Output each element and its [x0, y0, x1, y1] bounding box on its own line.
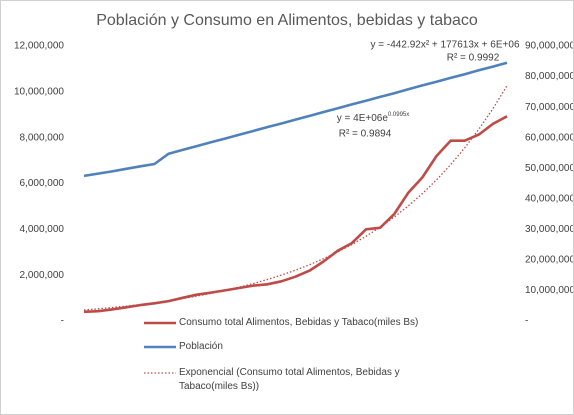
y2-tick-label: 80,000,000 [525, 71, 573, 82]
y2-tick-label: 60,000,000 [525, 132, 573, 143]
annotation-superscript: 0.0995x [388, 112, 409, 118]
y2-tick-label: 30,000,000 [525, 224, 573, 235]
y2-tick-label: 10,000,000 [525, 285, 573, 296]
y-tick-label: 4,000,000 [20, 224, 65, 235]
y-tick-label: - [61, 316, 64, 327]
y-tick-label: 8,000,000 [20, 132, 65, 143]
y-tick-label: 12,000,000 [14, 41, 64, 52]
y2-tick-label: 90,000,000 [525, 41, 573, 52]
trendline [83, 85, 508, 311]
y2-tick-label: 50,000,000 [525, 163, 573, 174]
y2-tick-label: 40,000,000 [525, 193, 573, 204]
chart-title: Población y Consumo en Alimentos, bebida… [96, 12, 478, 29]
annotation: R² = 0.9894 [339, 129, 392, 140]
series-line [83, 115, 508, 314]
y2-tick-label: - [525, 316, 528, 327]
y-tick-label: 6,000,000 [20, 178, 65, 189]
annotation: R² = 0.9992 [447, 53, 500, 64]
annotation: y = -442.92x² + 177613x + 6E+06 [371, 40, 520, 51]
y-tick-label: 2,000,000 [20, 270, 65, 281]
y2-tick-label: 70,000,000 [525, 102, 573, 113]
series-line [83, 61, 508, 178]
annotation: y = 4E+06e0.0995x [337, 112, 410, 124]
y-tick-label: 10,000,000 [14, 86, 64, 97]
annotation: y = 4E+06e [337, 113, 389, 124]
y2-tick-label: 20,000,000 [525, 255, 573, 266]
